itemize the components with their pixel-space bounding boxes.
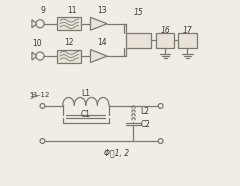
Text: 11: 11 [67,6,77,15]
Text: L1: L1 [81,89,90,98]
Text: C1: C1 [81,110,91,119]
FancyBboxPatch shape [178,33,197,48]
Text: 15: 15 [134,8,144,17]
Text: 11-12: 11-12 [30,92,50,98]
Circle shape [36,52,44,60]
Polygon shape [32,52,37,60]
Text: 16: 16 [160,26,170,35]
FancyBboxPatch shape [126,33,151,48]
FancyBboxPatch shape [156,33,174,48]
FancyBboxPatch shape [57,50,81,62]
Circle shape [40,139,45,143]
FancyBboxPatch shape [57,17,81,30]
Polygon shape [90,50,107,62]
Text: L2: L2 [140,107,149,116]
Circle shape [40,104,45,108]
Text: Φᵴ1, 2: Φᵴ1, 2 [104,149,129,158]
Text: C2: C2 [140,120,150,129]
Text: 10: 10 [32,39,42,48]
Polygon shape [32,20,37,28]
Text: 14: 14 [97,38,107,47]
Text: 17: 17 [182,26,192,35]
Circle shape [158,139,163,143]
Polygon shape [90,17,107,30]
Text: 9: 9 [40,6,45,15]
Text: 13: 13 [97,6,107,15]
Circle shape [36,20,44,28]
Circle shape [158,104,163,108]
Text: 12: 12 [65,38,74,47]
